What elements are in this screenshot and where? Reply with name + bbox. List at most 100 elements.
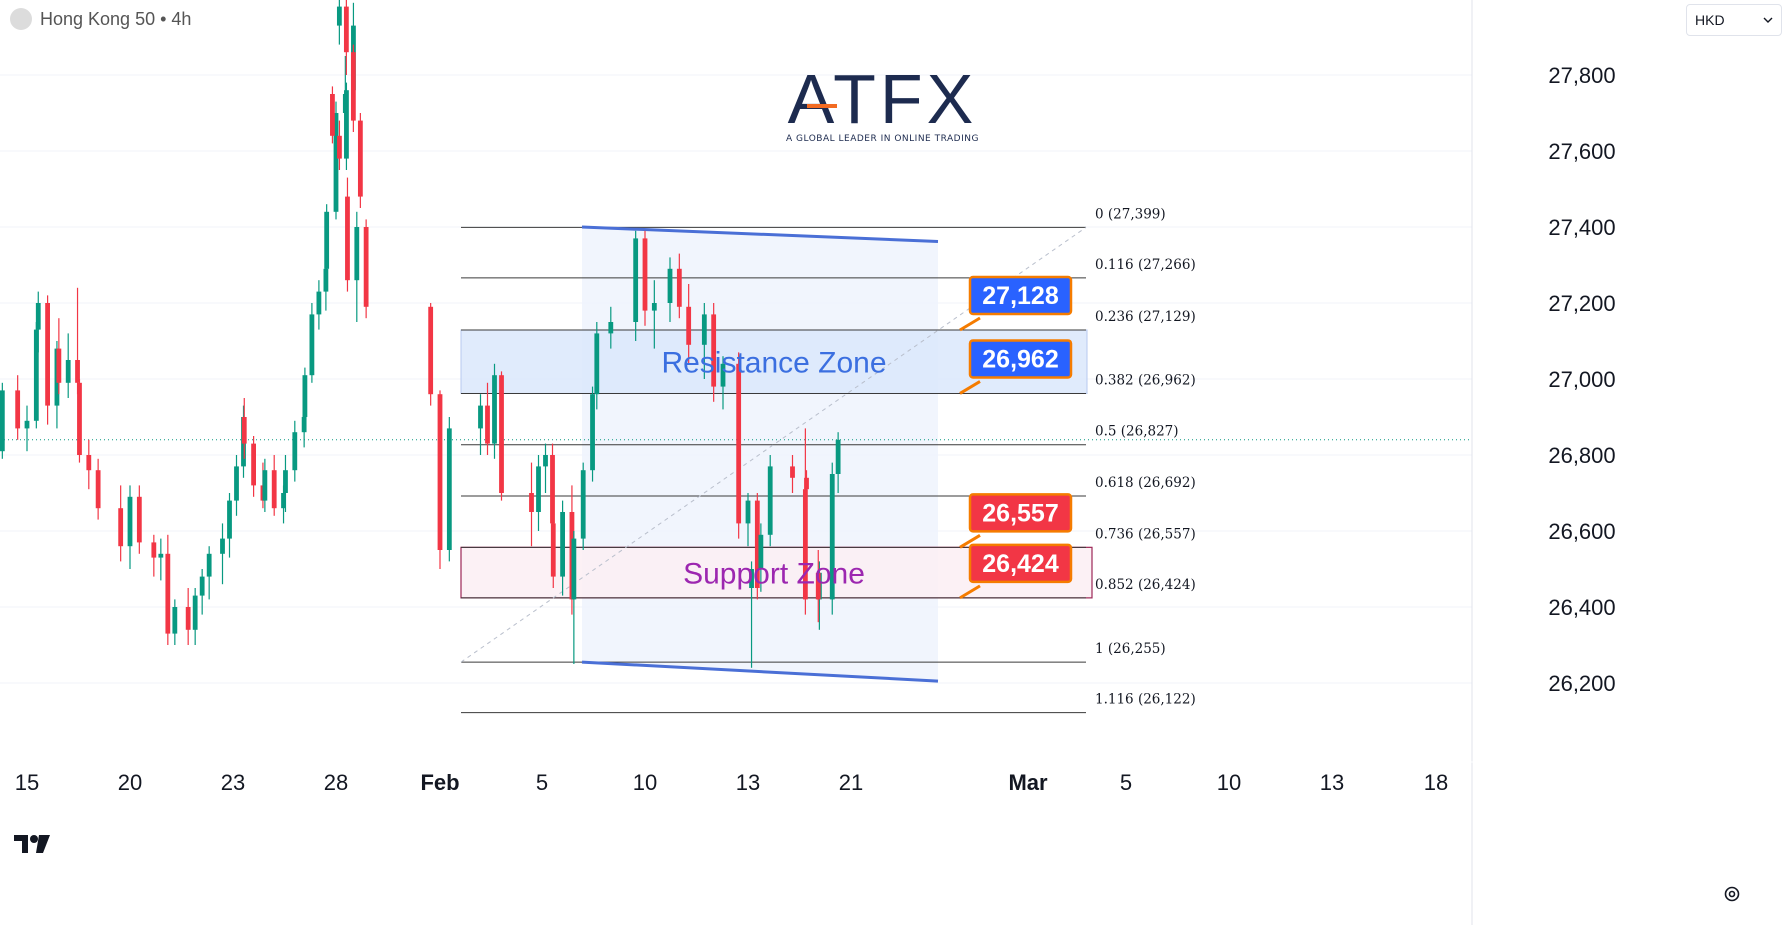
candle-body [292,432,298,471]
candle-body [344,90,349,159]
channel-upper-line [581,225,939,243]
price-callout-label: 26,424 [982,550,1059,578]
candle-body [754,500,760,588]
fib-label: 0.736 (26,557) [1095,526,1196,542]
candle-body [227,500,232,539]
candle-body [357,120,363,197]
symbol-header[interactable]: Hong Kong 50 • 4h [10,8,191,30]
candle-body [65,360,71,383]
logo-word: ATFX [787,60,978,138]
y-tick-label: 26,800 [1548,443,1615,468]
currency-select[interactable]: HKD [1686,4,1782,36]
candle-body [324,211,330,269]
price-callout-label: 27,128 [982,282,1059,310]
callout-pointer [959,380,981,395]
candle-body [283,470,288,493]
support-zone-label: Support Zone [683,558,865,591]
candle-body [485,405,490,444]
x-tick-label: 13 [1320,770,1344,795]
candle-body [446,428,452,550]
candle-body [151,542,157,558]
candle-body [86,455,92,471]
candle-body [323,268,329,292]
price-callout-label: 26,557 [982,499,1058,527]
candle-body [95,470,101,509]
candle-body [758,534,764,569]
fib-label: 0.5 (26,827) [1095,424,1179,440]
candle-body [241,417,247,444]
tradingview-logo-icon[interactable] [14,834,52,854]
y-tick-label: 27,800 [1548,63,1615,88]
price-callouts: 27,128 26,962 26,557 26,424 [959,275,1073,600]
candle-body [56,348,62,383]
callout-pointer [959,584,981,600]
candle-body [354,227,360,281]
x-tick-label: 5 [1120,770,1132,795]
candle-body [594,333,600,395]
candle-body [651,303,657,311]
candle-body [745,500,751,524]
logo-tagline: A GLOBAL LEADER IN ONLINE TRADING [786,134,979,144]
atfx-logo: ATFX A GLOBAL LEADER IN ONLINE TRADING [775,60,990,144]
fib-label: 0.116 (27,266) [1095,257,1196,273]
candle-body [251,443,256,486]
fibonacci-levels: 0 (27,399) 0.116 (27,266) 0.236 (27,129) 0.… [460,206,1196,714]
y-tick-label: 27,200 [1548,291,1615,316]
fib-label: 1 (26,255) [1095,641,1166,657]
fib-label: 0.382 (26,962) [1095,372,1196,388]
candle-body [676,268,682,307]
candle-body [790,466,795,478]
x-tick-label: 21 [839,770,863,795]
y-tick-label: 27,000 [1548,367,1615,392]
candle-body [492,375,497,444]
candle-body [336,6,342,26]
candle-body [118,508,124,547]
chart-zones [460,227,1093,682]
y-tick-label: 26,400 [1548,595,1615,620]
candle-body [720,363,726,387]
currency-value: HKD [1695,12,1725,28]
channel-lower-line [581,660,939,683]
x-tick-label: 10 [1217,770,1241,795]
candle-body [543,455,548,467]
price-callout-box [968,543,1073,584]
price-callout-box [968,275,1073,316]
candle-body [206,553,212,577]
candle-body [667,268,673,303]
candle-body [35,303,41,330]
candle-body [172,607,178,634]
candle-body [333,113,339,212]
candle-body [642,238,648,311]
candle-body [158,553,164,558]
resistance-zone-label: Resistance Zone [661,347,886,380]
candle-body [550,455,555,524]
candle-body [835,439,841,474]
candle-body [185,607,191,630]
x-tick-label: 13 [736,770,760,795]
price-callout-box [968,339,1073,379]
candle-body [590,394,595,471]
y-axis: 26,200 26,400 26,600 26,800 27,000 27,200 27,4… [1548,63,1615,696]
candle-body [736,363,742,524]
fib-label: 1.116 (26,122) [1095,692,1196,708]
candle-body [767,466,773,535]
candle-body [499,375,504,493]
x-tick-label: 20 [118,770,142,795]
chevron-down-icon [1763,17,1773,23]
candle-body [75,360,80,383]
candle-body [350,52,356,121]
x-tick-label: 10 [633,770,657,795]
fib-label: 0.852 (26,424) [1095,577,1196,593]
price-channel [0,225,1472,683]
candle-body [281,493,286,509]
candle-body [330,94,335,136]
candle-body [802,489,808,600]
candle-body [749,569,754,588]
callout-pointer [959,316,981,332]
candlestick-series [0,0,841,668]
candle-body [127,496,133,547]
candle-body [633,238,639,322]
candle-body [550,523,556,577]
gear-icon[interactable] [1722,884,1742,904]
